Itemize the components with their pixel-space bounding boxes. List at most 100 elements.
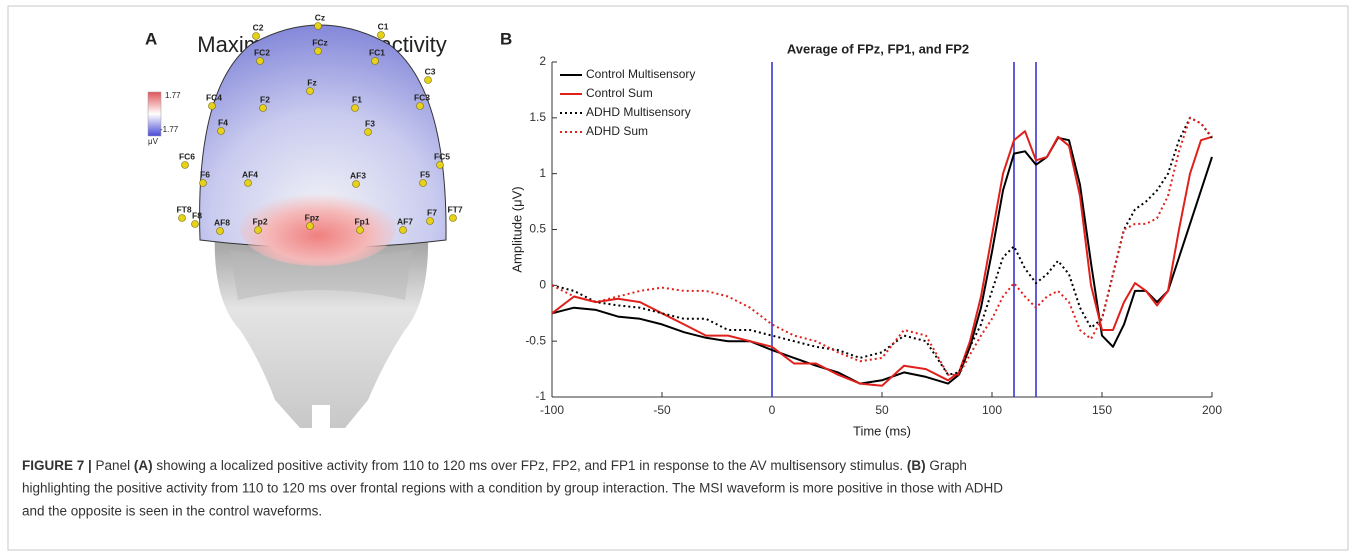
electrode	[364, 128, 372, 136]
x-tick-label: 100	[982, 403, 1002, 417]
caption-text: Panel	[92, 458, 134, 473]
electrodes: Cz C2 C1 FCz FC2 FC1 C3 Fz F2 F1 FC4 FC3 F4 F3 FC6 FC5 F…	[176, 12, 463, 235]
electrode	[252, 32, 260, 40]
electrode	[306, 222, 314, 230]
colorbar	[147, 91, 162, 137]
electrode-label: C2	[253, 22, 264, 32]
electrode	[314, 47, 322, 55]
electrode	[181, 161, 189, 169]
panel-label: B	[500, 29, 512, 48]
electrode	[259, 104, 267, 112]
electrode-label: AF3	[350, 170, 366, 180]
electrode-label: C1	[378, 21, 389, 31]
electrode-label: FT7	[447, 204, 462, 214]
electrode-label: C3	[425, 66, 436, 76]
series-line	[551, 116, 1213, 376]
electrode	[217, 127, 225, 135]
y-tick-label: 1.5	[529, 110, 546, 124]
x-tick-label: 150	[1092, 403, 1112, 417]
series-line	[551, 130, 1213, 387]
electrode-label: F6	[200, 169, 210, 179]
electrode-label: Fp2	[252, 216, 267, 226]
electrode-label: Fz	[307, 77, 316, 87]
electrode-label: FC4	[206, 92, 222, 102]
caption-text: showing a localized positive activity fr…	[153, 458, 907, 473]
colorbar-label: 1.77	[165, 91, 181, 100]
electrode	[254, 226, 262, 234]
x-tick-label: -100	[540, 403, 564, 417]
y-tick-label: 0.5	[529, 222, 546, 236]
x-tick-label: 200	[1202, 403, 1222, 417]
electrode	[426, 217, 434, 225]
series-line	[551, 136, 1213, 385]
face-shade	[230, 250, 412, 300]
legend-label: ADHD Sum	[586, 124, 648, 138]
electrode-label: FC2	[254, 47, 270, 57]
electrode	[399, 226, 407, 234]
electrode	[256, 57, 264, 65]
electrode	[208, 102, 216, 110]
colorbar-label: -1.77	[160, 125, 179, 134]
electrode	[306, 87, 314, 95]
electrode	[449, 214, 457, 222]
electrode-label: FT8	[176, 204, 191, 214]
y-tick-label: 2	[539, 54, 546, 68]
x-tick-label: -50	[653, 403, 671, 417]
caption-line: and the opposite is seen in the control …	[22, 504, 322, 519]
legend-label: ADHD Multisensory	[586, 105, 691, 119]
electrode	[419, 179, 427, 187]
y-tick-label: -1	[535, 389, 546, 403]
caption-text: Graph	[926, 458, 967, 473]
legend-label: Control Multisensory	[586, 67, 695, 81]
x-tick-label: 0	[769, 403, 776, 417]
series-line	[551, 116, 1213, 376]
electrode	[377, 31, 385, 39]
legend-label: Control Sum	[586, 86, 653, 100]
caption-ref: (B)	[907, 458, 926, 473]
electrode-label: AF4	[242, 169, 258, 179]
electrode-label: FC5	[434, 151, 450, 161]
y-tick-label: -0.5	[525, 333, 546, 347]
chart-title: Average of FPz, FP1, and FP2	[787, 41, 969, 56]
electrode	[371, 57, 379, 65]
electrode-label: Fp1	[354, 216, 369, 226]
electrode	[352, 180, 360, 188]
electrode-label: F5	[420, 169, 430, 179]
electrode-label: FC3	[414, 92, 430, 102]
caption-ref: (A)	[134, 458, 153, 473]
y-tick-label: 0	[539, 278, 546, 292]
electrode	[424, 76, 432, 84]
electrode-label: Cz	[315, 12, 325, 22]
electrode-label: F4	[218, 117, 228, 127]
electrode	[356, 226, 364, 234]
electrode	[191, 220, 199, 228]
electrode-label: F1	[352, 94, 362, 104]
electrode-label: FC1	[369, 47, 385, 57]
colorbar-unit: μV	[148, 137, 159, 146]
y-axis-label: Amplitude (μV)	[509, 186, 524, 272]
electrode	[416, 102, 424, 110]
electrode-label: FC6	[179, 151, 195, 161]
electrode-label: AF7	[397, 216, 413, 226]
x-axis-label: Time (ms)	[853, 423, 911, 438]
electrode-label: FCz	[312, 37, 328, 47]
electrode-label: F3	[365, 118, 375, 128]
electrode	[199, 179, 207, 187]
electrode-label: F7	[427, 207, 437, 217]
line-chart: Average of FPz, FP1, and FP2 Time (ms) Amp…	[509, 41, 1222, 438]
electrode-label: Fpz	[305, 212, 320, 222]
electrode	[178, 214, 186, 222]
electrode	[436, 161, 444, 169]
electrode	[244, 179, 252, 187]
electrode-label: F2	[260, 94, 270, 104]
x-tick-label: 50	[875, 403, 889, 417]
caption-figure-label: FIGURE 7 |	[22, 458, 92, 473]
electrode-label: F8	[192, 210, 202, 220]
electrode-label: AF8	[214, 217, 230, 227]
caption-line: highlighting the positive activity from …	[22, 481, 1003, 496]
electrode	[351, 104, 359, 112]
electrode	[314, 22, 322, 30]
positive-region	[240, 190, 396, 266]
